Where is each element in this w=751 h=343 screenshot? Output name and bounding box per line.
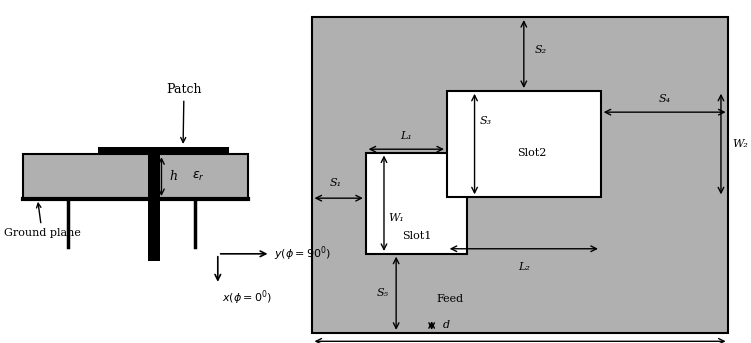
- Bar: [23, 154, 248, 199]
- Bar: [447, 91, 601, 197]
- Text: h: h: [169, 170, 177, 183]
- Bar: [366, 153, 467, 254]
- Bar: [98, 147, 229, 154]
- Text: $\varepsilon_r$: $\varepsilon_r$: [192, 170, 204, 183]
- Text: L₂: L₂: [518, 262, 529, 272]
- Bar: [312, 17, 728, 333]
- Text: $y(\phi=90^0)$: $y(\phi=90^0)$: [274, 245, 331, 263]
- Bar: [148, 154, 160, 261]
- Text: S₅: S₅: [376, 288, 389, 298]
- Text: S₄: S₄: [659, 94, 671, 104]
- Text: Ground plane: Ground plane: [4, 203, 80, 238]
- Text: W₁: W₁: [388, 213, 404, 223]
- Text: d: d: [443, 320, 450, 330]
- Text: $x(\phi=0^0)$: $x(\phi=0^0)$: [222, 288, 272, 307]
- Text: Slot1: Slot1: [402, 230, 431, 240]
- Text: S₂: S₂: [535, 45, 547, 55]
- Text: S₁: S₁: [330, 178, 342, 188]
- Text: S₃: S₃: [479, 116, 491, 126]
- Text: W₂: W₂: [732, 139, 748, 149]
- Text: Slot2: Slot2: [517, 147, 546, 157]
- Text: Feed: Feed: [437, 294, 464, 304]
- Text: Patch: Patch: [166, 83, 202, 142]
- Text: L₁: L₁: [400, 131, 412, 141]
